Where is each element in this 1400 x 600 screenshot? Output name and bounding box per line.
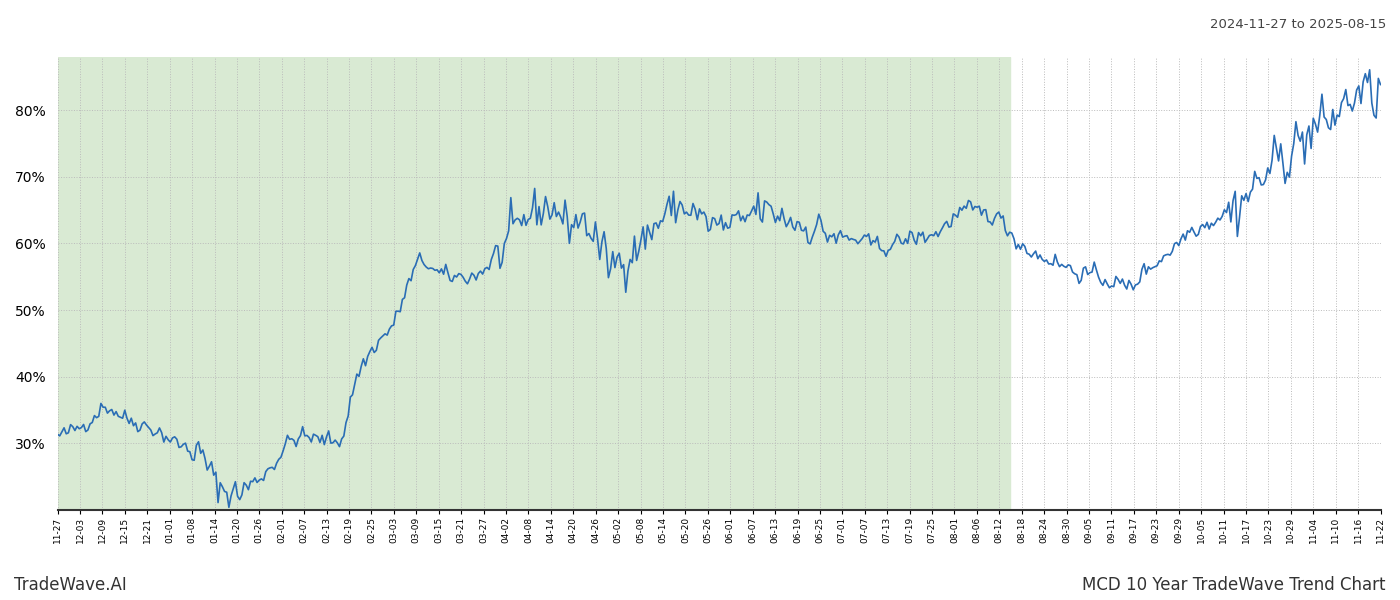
Text: TradeWave.AI: TradeWave.AI [14, 576, 127, 594]
Text: 2024-11-27 to 2025-08-15: 2024-11-27 to 2025-08-15 [1210, 18, 1386, 31]
Text: MCD 10 Year TradeWave Trend Chart: MCD 10 Year TradeWave Trend Chart [1082, 576, 1386, 594]
Bar [57, 57, 1009, 510]
